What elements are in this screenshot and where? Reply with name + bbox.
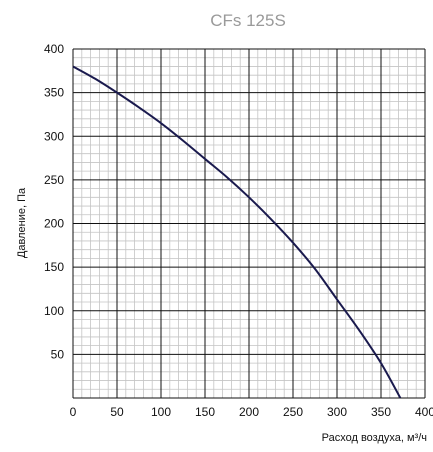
x-tick-label: 350 — [371, 405, 391, 419]
x-tick-labels: 0 50 100 150 200 250 300 350 400 — [70, 405, 433, 419]
x-tick-label: 100 — [151, 405, 171, 419]
y-tick-label: 100 — [44, 304, 64, 318]
x-tick-label: 50 — [110, 405, 124, 419]
x-tick-label: 0 — [70, 405, 77, 419]
y-tick-label: 50 — [51, 347, 65, 361]
x-tick-label: 250 — [283, 405, 303, 419]
x-axis-label: Расход воздуха, м³/ч — [322, 432, 427, 444]
x-tick-label: 300 — [327, 405, 347, 419]
y-tick-label: 150 — [44, 260, 64, 274]
y-tick-label: 300 — [44, 129, 64, 143]
x-tick-label: 400 — [415, 405, 433, 419]
series-line — [72, 65, 402, 399]
chart-title: CFs 125S — [210, 11, 286, 30]
y-tick-labels: 50 100 150 200 250 300 350 400 — [44, 42, 64, 361]
y-tick-label: 350 — [44, 86, 64, 100]
y-tick-label: 250 — [44, 173, 64, 187]
x-tick-label: 200 — [239, 405, 259, 419]
y-axis-label: Давление, Па — [16, 187, 28, 258]
x-tick-label: 150 — [195, 405, 215, 419]
y-tick-label: 400 — [44, 42, 64, 56]
major-grid — [72, 48, 426, 399]
y-tick-label: 200 — [44, 217, 64, 231]
